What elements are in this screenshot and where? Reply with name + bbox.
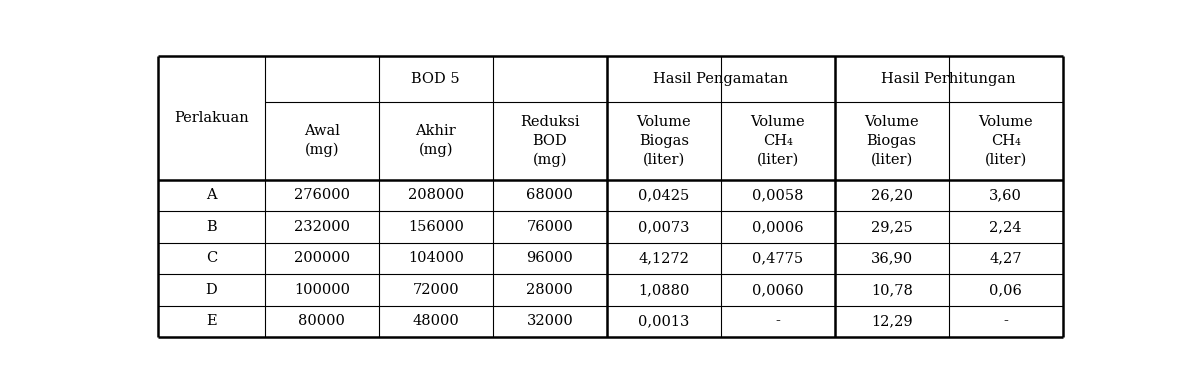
- Text: 10,78: 10,78: [871, 283, 912, 297]
- Text: 68000: 68000: [526, 188, 573, 202]
- Text: 1,0880: 1,0880: [638, 283, 690, 297]
- Text: Akhir
(mg): Akhir (mg): [416, 124, 456, 157]
- Text: Volume
Biogas
(liter): Volume Biogas (liter): [636, 116, 691, 166]
- Text: Volume
Biogas
(liter): Volume Biogas (liter): [865, 116, 919, 166]
- Text: 0,0013: 0,0013: [638, 314, 690, 328]
- Text: 80000: 80000: [299, 314, 345, 328]
- Text: 28000: 28000: [526, 283, 573, 297]
- Text: -: -: [1003, 314, 1008, 328]
- Text: 0,4775: 0,4775: [753, 251, 803, 265]
- Text: 2,24: 2,24: [990, 220, 1022, 234]
- Text: BOD 5: BOD 5: [412, 72, 460, 86]
- Text: Volume
CH₄
(liter): Volume CH₄ (liter): [750, 116, 805, 166]
- Text: B: B: [206, 220, 217, 234]
- Text: Hasil Pengamatan: Hasil Pengamatan: [653, 72, 788, 86]
- Text: Perlakuan: Perlakuan: [174, 110, 249, 124]
- Text: 0,0425: 0,0425: [638, 188, 690, 202]
- Text: 0,0073: 0,0073: [638, 220, 690, 234]
- Text: 76000: 76000: [526, 220, 573, 234]
- Text: 12,29: 12,29: [871, 314, 912, 328]
- Text: 200000: 200000: [294, 251, 350, 265]
- Text: 3,60: 3,60: [990, 188, 1022, 202]
- Text: 96000: 96000: [526, 251, 573, 265]
- Text: 156000: 156000: [407, 220, 463, 234]
- Text: Hasil Perhitungan: Hasil Perhitungan: [881, 72, 1016, 86]
- Text: 232000: 232000: [294, 220, 350, 234]
- Text: A: A: [206, 188, 217, 202]
- Text: 48000: 48000: [412, 314, 460, 328]
- Text: 276000: 276000: [294, 188, 350, 202]
- Text: 29,25: 29,25: [871, 220, 912, 234]
- Text: 208000: 208000: [407, 188, 463, 202]
- Text: -: -: [775, 314, 780, 328]
- Text: E: E: [206, 314, 217, 328]
- Text: 4,27: 4,27: [990, 251, 1022, 265]
- Text: Reduksi
BOD
(mg): Reduksi BOD (mg): [520, 115, 580, 166]
- Text: 0,06: 0,06: [990, 283, 1022, 297]
- Text: 36,90: 36,90: [871, 251, 912, 265]
- Text: 100000: 100000: [294, 283, 350, 297]
- Text: 72000: 72000: [412, 283, 459, 297]
- Text: Volume
CH₄
(liter): Volume CH₄ (liter): [978, 116, 1033, 166]
- Text: D: D: [206, 283, 217, 297]
- Text: 0,0006: 0,0006: [752, 220, 804, 234]
- Text: 32000: 32000: [526, 314, 573, 328]
- Text: Awal
(mg): Awal (mg): [304, 124, 339, 157]
- Text: 104000: 104000: [407, 251, 463, 265]
- Text: 26,20: 26,20: [871, 188, 912, 202]
- Text: C: C: [206, 251, 217, 265]
- Text: 0,0060: 0,0060: [752, 283, 804, 297]
- Text: 0,0058: 0,0058: [752, 188, 804, 202]
- Text: 4,1272: 4,1272: [638, 251, 690, 265]
